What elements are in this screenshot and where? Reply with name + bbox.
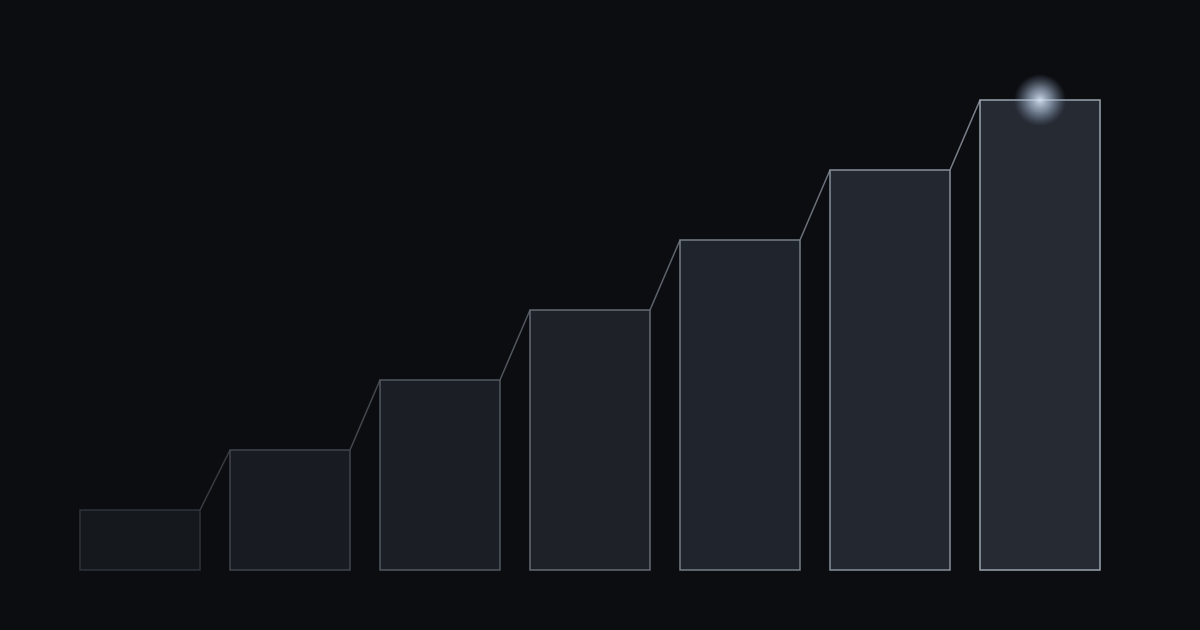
bar-5 [679,239,801,571]
connector-line-4 [649,239,681,311]
bar-7 [979,99,1101,571]
bar-6 [829,169,951,571]
glow-dot [1014,74,1066,126]
bar-4 [529,309,651,571]
connector-line-3 [499,309,531,381]
bar-1 [79,509,201,571]
glow-highlight [1014,74,1066,126]
connector-line-2 [349,379,381,451]
connector-line-1 [199,449,231,511]
bar-3 [379,379,501,571]
connector-line-6 [949,99,981,171]
bars [79,99,1101,571]
connector-lines [199,99,981,511]
bar-2 [229,449,351,571]
connector-line-5 [799,169,831,241]
